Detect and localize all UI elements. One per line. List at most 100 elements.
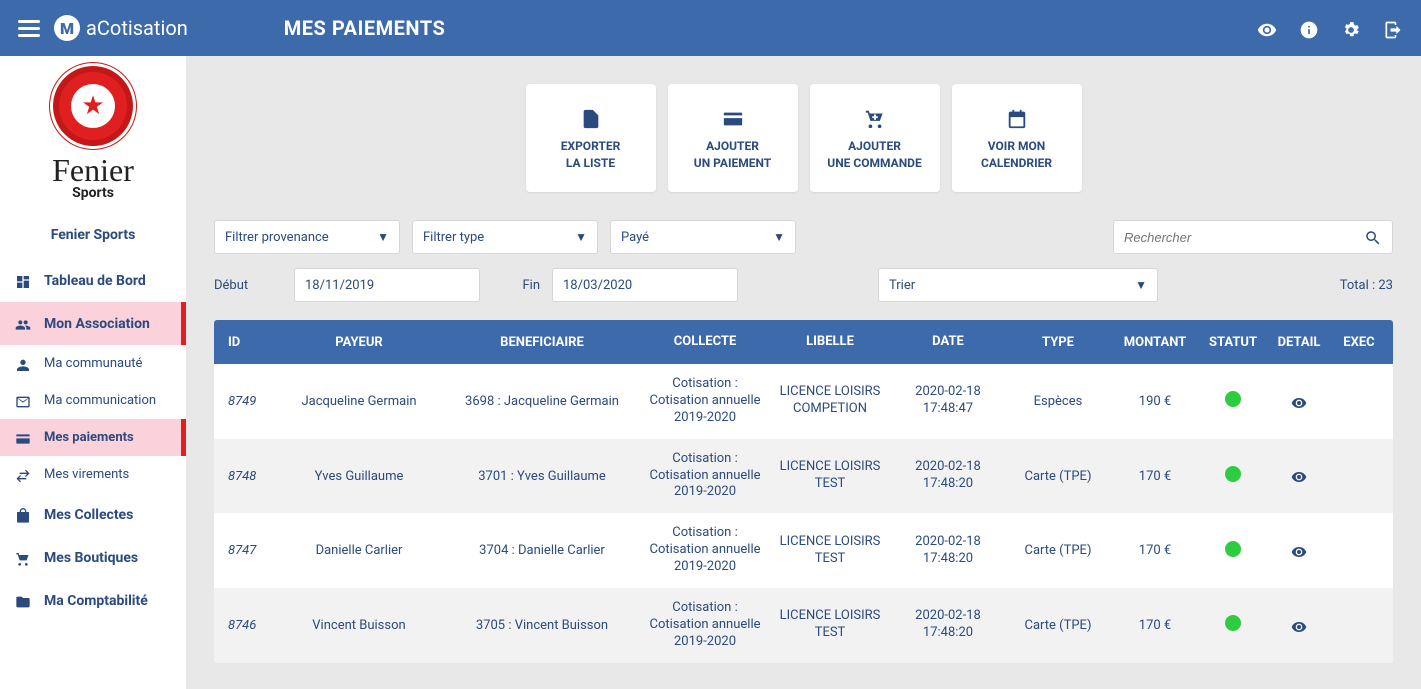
cell-statut xyxy=(1200,615,1266,635)
sidebar-item-communication[interactable]: Ma communication xyxy=(0,382,186,419)
menu-toggle-icon[interactable] xyxy=(18,16,40,41)
total-count: Total : 23 xyxy=(1340,278,1393,293)
brand[interactable]: M aCotisation xyxy=(54,15,188,41)
export-list-button[interactable]: EXPORTER LA LISTE xyxy=(526,84,656,192)
status-dot-icon xyxy=(1225,615,1241,631)
col-collecte: COLLECTE xyxy=(640,334,770,351)
org-badge-icon: ★ xyxy=(59,72,127,140)
view-calendar-button[interactable]: VOIR MON CALENDRIER xyxy=(952,84,1082,192)
folder-icon xyxy=(14,591,32,610)
gear-icon[interactable] xyxy=(1341,16,1361,40)
cell-id: 8747 xyxy=(214,543,274,558)
card-icon xyxy=(722,105,744,130)
sidebar-item-dashboard[interactable]: Tableau de Bord xyxy=(0,259,186,302)
sidebar: ★ Fenier Sports Fenier Sports Tableau de… xyxy=(0,56,186,689)
org-name-line2: Sports xyxy=(72,185,114,201)
col-date: DATE xyxy=(890,334,1006,351)
filter-type-select[interactable]: Filtrer type▼ xyxy=(412,220,598,254)
filter-provenance-select[interactable]: Filtrer provenance▼ xyxy=(214,220,400,254)
search-icon[interactable] xyxy=(1364,227,1382,248)
table-header: ID PAYEUR BENEFICIAIRE COLLECTE LIBELLE … xyxy=(214,320,1393,364)
cell-date: 2020-02-18 17:48:20 xyxy=(890,459,1006,493)
status-dot-icon xyxy=(1225,391,1241,407)
cell-date: 2020-02-18 17:48:20 xyxy=(890,534,1006,568)
sidebar-item-label: Ma Comptabilité xyxy=(44,593,148,609)
sidebar-item-association[interactable]: Mon Association xyxy=(0,302,186,345)
filter-status-select[interactable]: Payé▼ xyxy=(610,220,796,254)
org-name-line1: Fenier xyxy=(52,152,134,189)
mail-icon xyxy=(14,391,32,410)
cell-montant: 170 € xyxy=(1110,469,1200,484)
sidebar-item-label: Tableau de Bord xyxy=(44,273,146,289)
cell-id: 8748 xyxy=(214,469,274,484)
card-label: VOIR MON CALENDRIER xyxy=(981,138,1052,170)
bag-icon xyxy=(14,505,32,524)
cell-date: 2020-02-18 17:48:20 xyxy=(890,608,1006,642)
sidebar-item-transfers[interactable]: Mes virements xyxy=(0,456,186,493)
brand-text: aCotisation xyxy=(86,16,188,40)
table-row: 8746Vincent Buisson3705 : Vincent Buisso… xyxy=(214,588,1393,663)
eye-icon[interactable] xyxy=(1291,392,1307,411)
sidebar-item-payments[interactable]: Mes paiements xyxy=(0,419,186,456)
fin-label: Fin xyxy=(492,278,540,293)
col-montant: MONTANT xyxy=(1110,335,1200,350)
card-label: AJOUTER UN PAIEMENT xyxy=(694,138,771,170)
cell-collecte: Cotisation : Cotisation annuelle 2019-20… xyxy=(640,525,770,576)
col-exec: EXEC xyxy=(1332,335,1386,350)
brand-logo-icon: M xyxy=(54,15,80,41)
sidebar-item-collections[interactable]: Mes Collectes xyxy=(0,493,186,536)
sidebar-item-shops[interactable]: Mes Boutiques xyxy=(0,536,186,579)
fin-input[interactable]: 18/03/2020 xyxy=(552,268,738,302)
search-box[interactable] xyxy=(1113,220,1393,254)
cell-collecte: Cotisation : Cotisation annuelle 2019-20… xyxy=(640,451,770,502)
export-icon xyxy=(580,105,602,130)
sort-select[interactable]: Trier▼ xyxy=(878,268,1158,302)
filters-row-1: Filtrer provenance▼ Filtrer type▼ Payé▼ xyxy=(214,220,1393,254)
cell-montant: 170 € xyxy=(1110,543,1200,558)
cell-detail xyxy=(1266,616,1332,635)
cell-benef: 3701 : Yves Guillaume xyxy=(444,469,640,484)
debut-input[interactable]: 18/11/2019 xyxy=(294,268,480,302)
cell-benef: 3705 : Vincent Buisson xyxy=(444,618,640,633)
sidebar-item-label: Mes virements xyxy=(44,467,129,482)
col-benef: BENEFICIAIRE xyxy=(444,335,640,350)
cell-payer: Vincent Buisson xyxy=(274,618,444,633)
cell-libelle: LICENCE LOISIRS TEST xyxy=(770,608,890,642)
community-icon xyxy=(14,354,32,373)
add-payment-button[interactable]: AJOUTER UN PAIEMENT xyxy=(668,84,798,192)
cell-payer: Danielle Carlier xyxy=(274,543,444,558)
logout-icon[interactable] xyxy=(1383,16,1403,40)
col-payer: PAYEUR xyxy=(274,335,444,350)
org-full-name: Fenier Sports xyxy=(0,227,186,243)
eye-icon[interactable] xyxy=(1291,616,1307,635)
table-row: 8748Yves Guillaume3701 : Yves GuillaumeC… xyxy=(214,439,1393,514)
cell-payer: Jacqueline Germain xyxy=(274,394,444,409)
info-icon[interactable] xyxy=(1299,16,1319,40)
cell-libelle: LICENCE LOISIRS COMPETION xyxy=(770,384,890,418)
cell-id: 8746 xyxy=(214,618,274,633)
page-title: MES PAIEMENTS xyxy=(284,16,446,40)
debut-label: Début xyxy=(214,278,282,293)
sidebar-item-community[interactable]: Ma communauté xyxy=(0,345,186,382)
eye-icon[interactable] xyxy=(1291,467,1307,486)
cell-collecte: Cotisation : Cotisation annuelle 2019-20… xyxy=(640,376,770,427)
action-cards: EXPORTER LA LISTE AJOUTER UN PAIEMENT AJ… xyxy=(214,84,1393,192)
transfer-icon xyxy=(14,465,32,484)
org-logo: ★ Fenier Sports xyxy=(0,56,186,211)
eye-icon[interactable] xyxy=(1291,541,1307,560)
cell-type: Espèces xyxy=(1006,394,1110,409)
chevron-down-icon: ▼ xyxy=(1135,278,1147,292)
add-order-button[interactable]: AJOUTER UNE COMMANDE xyxy=(810,84,940,192)
sidebar-item-label: Mes Collectes xyxy=(44,507,133,523)
payments-table: ID PAYEUR BENEFICIAIRE COLLECTE LIBELLE … xyxy=(214,320,1393,663)
visibility-icon[interactable] xyxy=(1257,16,1277,40)
main-content: EXPORTER LA LISTE AJOUTER UN PAIEMENT AJ… xyxy=(186,56,1421,689)
cell-payer: Yves Guillaume xyxy=(274,469,444,484)
sidebar-item-accounting[interactable]: Ma Comptabilité xyxy=(0,579,186,622)
calendar-icon xyxy=(1006,105,1028,130)
search-input[interactable] xyxy=(1124,230,1364,245)
sidebar-item-label: Ma communauté xyxy=(44,356,142,371)
chevron-down-icon: ▼ xyxy=(575,230,587,244)
chevron-down-icon: ▼ xyxy=(377,230,389,244)
cell-libelle: LICENCE LOISIRS TEST xyxy=(770,459,890,493)
